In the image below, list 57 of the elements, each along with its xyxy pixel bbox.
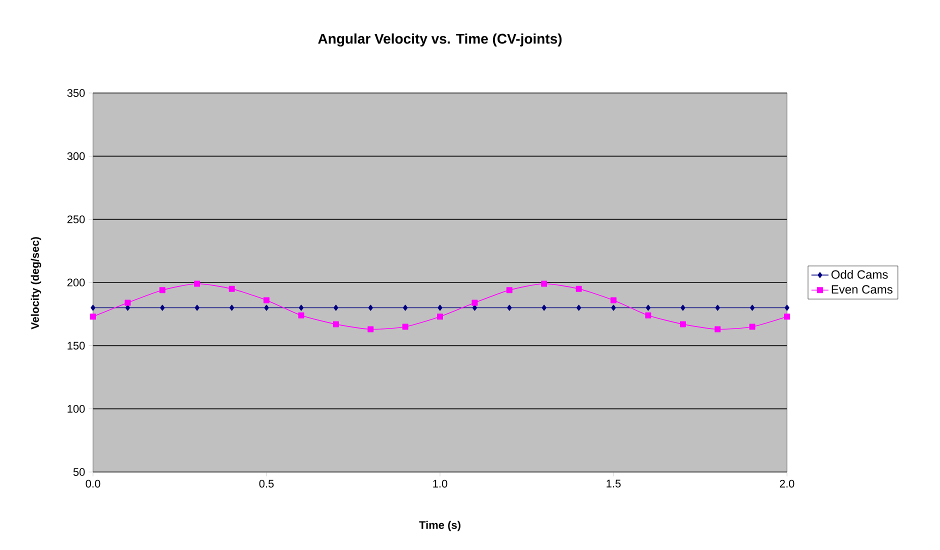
point bbox=[646, 304, 651, 311]
point bbox=[368, 304, 373, 311]
point bbox=[680, 321, 686, 328]
point bbox=[402, 324, 408, 330]
x-tick-label: 1.0 bbox=[433, 480, 448, 488]
point bbox=[264, 304, 269, 311]
y-axis-title: Velocity (deg/sec) bbox=[30, 237, 42, 330]
legend-label: Even Cams bbox=[832, 285, 892, 294]
point bbox=[90, 304, 96, 311]
point bbox=[124, 300, 131, 306]
point bbox=[784, 314, 790, 320]
point bbox=[472, 300, 478, 306]
point bbox=[542, 304, 546, 311]
point bbox=[194, 304, 200, 311]
y-tick-label: 100 bbox=[68, 404, 85, 413]
point bbox=[611, 304, 616, 311]
point bbox=[576, 286, 582, 292]
point bbox=[368, 326, 374, 332]
y-tick-label: 50 bbox=[73, 468, 85, 476]
point bbox=[749, 324, 756, 330]
point bbox=[645, 312, 652, 318]
point bbox=[784, 304, 790, 311]
y-tick-label: 300 bbox=[67, 152, 85, 160]
point bbox=[90, 314, 96, 320]
x-tick-label: 2.0 bbox=[780, 480, 794, 488]
y-tick-label: 200 bbox=[67, 278, 85, 286]
point bbox=[264, 297, 270, 304]
point bbox=[228, 286, 235, 292]
point bbox=[194, 280, 200, 287]
x-axis-title: Time (s) bbox=[419, 520, 460, 532]
x-tick-label: 0.5 bbox=[259, 480, 274, 488]
point bbox=[576, 304, 582, 311]
y-tick-label: 150 bbox=[68, 342, 85, 350]
y-tick-label: 350 bbox=[67, 89, 85, 97]
point bbox=[159, 287, 166, 294]
point bbox=[298, 304, 304, 311]
y-tick-label: 250 bbox=[67, 215, 85, 224]
point bbox=[680, 304, 686, 311]
point bbox=[298, 312, 304, 318]
point bbox=[541, 280, 548, 287]
point bbox=[750, 304, 755, 311]
point bbox=[160, 304, 165, 311]
point bbox=[714, 326, 721, 332]
point bbox=[402, 304, 408, 311]
point bbox=[507, 304, 512, 311]
point bbox=[332, 321, 339, 328]
point bbox=[229, 304, 234, 311]
chart-title: Angular Velocity vs. Time (CV-joints) bbox=[318, 33, 562, 47]
point bbox=[506, 287, 512, 294]
point bbox=[437, 314, 443, 320]
point bbox=[715, 304, 720, 311]
x-tick-label: 1.5 bbox=[606, 480, 621, 488]
point bbox=[334, 304, 338, 311]
point bbox=[610, 297, 617, 304]
point bbox=[438, 304, 442, 311]
legend-label: Odd Cams bbox=[831, 270, 888, 279]
x-tick-label: 0.0 bbox=[86, 480, 100, 488]
